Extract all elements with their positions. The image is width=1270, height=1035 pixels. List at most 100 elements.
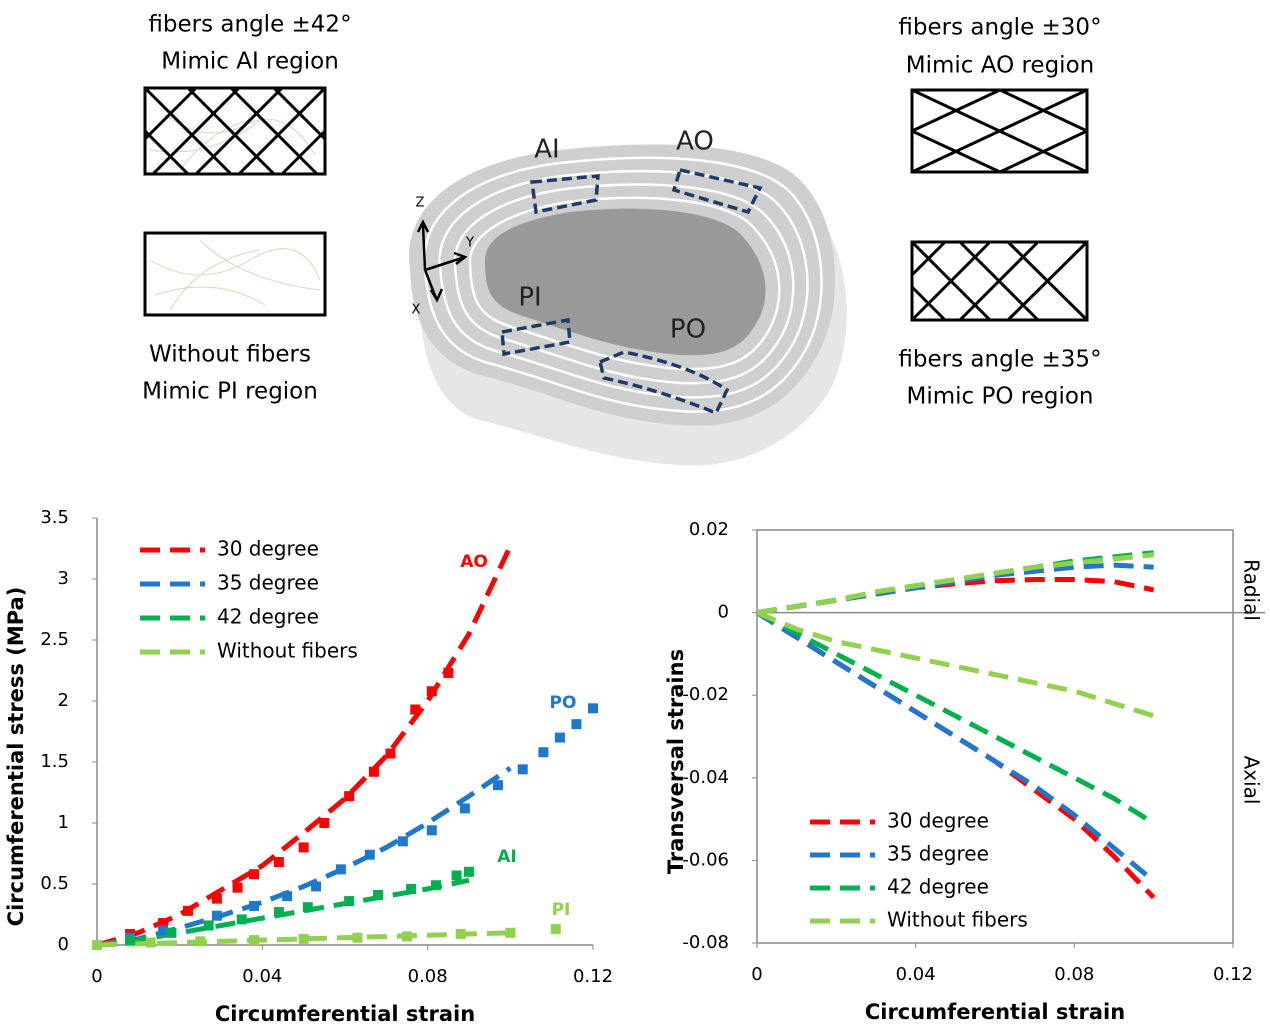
regions: [500, 167, 763, 416]
point-label: PO: [550, 693, 577, 713]
fibers: [149, 239, 321, 311]
data-point: [373, 889, 384, 900]
data-point: [158, 925, 169, 936]
point-label: AI: [497, 847, 516, 867]
data-point: [211, 893, 222, 904]
data-point: [158, 918, 169, 929]
series-line: [756, 577, 1155, 616]
data-point: [145, 937, 156, 948]
legend-label: 35 degree: [217, 571, 319, 595]
data-point: [517, 764, 528, 775]
data-point: [554, 732, 565, 743]
label: fibers angle ±42°: [148, 12, 351, 38]
data-point: [368, 766, 379, 777]
data-point: [195, 936, 206, 947]
series-line: [756, 552, 1154, 616]
x-tick-label: 0.08: [1054, 964, 1094, 985]
data-point: [249, 900, 260, 911]
region-label: PO: [670, 315, 706, 345]
y-tick-label: 3: [58, 568, 69, 589]
data-point: [92, 940, 102, 950]
region-label: PI: [518, 283, 541, 313]
y-tick-label: 3.5: [40, 507, 69, 528]
legend-label: 30 degree: [887, 809, 989, 833]
data-point: [430, 880, 441, 891]
data-point: [505, 927, 516, 938]
data-point: [273, 907, 284, 918]
axes-icon: [416, 219, 468, 303]
legend-label: 42 degree: [887, 875, 989, 899]
data-point: [455, 929, 466, 940]
legend-label: Without fibers: [887, 908, 1028, 932]
y-tick-label: 0.5: [40, 873, 69, 894]
data-point: [443, 667, 454, 678]
data-point: [311, 881, 322, 892]
fiber-lines: [143, 86, 327, 176]
diagram: fibers angle ±42° Mimic AI region Withou…: [142, 12, 1102, 466]
label: fibers angle ±35°: [898, 347, 1101, 373]
axis-letter: X: [412, 303, 421, 318]
label: Mimic PO region: [906, 384, 1093, 410]
legend-label: Without fibers: [217, 639, 358, 663]
data-point: [344, 791, 355, 802]
data-point: [538, 747, 549, 758]
x-axis-title: Circumferential strain: [865, 1000, 1125, 1024]
region-label: AO: [676, 127, 714, 157]
y-tick-label: -0.08: [682, 932, 729, 953]
x-tick-label: 0.04: [896, 964, 936, 985]
y-tick-label: 2.5: [40, 629, 69, 650]
y-tick-label: 2: [58, 690, 69, 711]
y-tick-label: -0.06: [682, 849, 729, 870]
y-tick-label: 0.02: [689, 519, 729, 540]
data-point: [282, 891, 293, 902]
data-point: [125, 935, 136, 946]
y-tick-label: 1: [58, 812, 69, 833]
data-point: [273, 857, 284, 868]
y-tick-label: -0.02: [682, 684, 729, 705]
x-tick-label: 0.08: [408, 966, 448, 987]
data-point: [298, 842, 309, 853]
data-point: [236, 914, 247, 925]
nucleus: [485, 208, 766, 356]
series-line: [755, 610, 1156, 883]
data-point: [588, 703, 598, 714]
label: Mimic PI region: [142, 379, 318, 405]
data-point: [492, 780, 503, 791]
x-tick-label: 0.12: [1213, 964, 1253, 985]
y-tick-label: 0: [718, 602, 729, 623]
label: fibers angle ±30°: [898, 15, 1101, 41]
fiber-lines: [910, 240, 1089, 322]
label: Without fibers: [149, 342, 311, 368]
y-tick-label: -0.04: [682, 767, 729, 788]
fiber-lines: [911, 88, 1088, 174]
series-line: [96, 930, 511, 948]
y-tick-label: 0: [58, 934, 69, 955]
data-point: [571, 719, 582, 730]
data-point: [410, 704, 421, 715]
x-tick-label: 0: [751, 964, 762, 985]
axis-letter: Y: [465, 236, 474, 251]
plot-frame: [756, 529, 1234, 944]
data-point: [319, 818, 330, 828]
chart: 0 0.5 1 1.5 2 2.5 3 3.5 0 0.04 0.08 0.12 Circumferen…: [4, 507, 613, 1026]
lamellae: [423, 156, 823, 413]
data-point: [426, 686, 437, 697]
series-line: [756, 610, 1155, 719]
x-tick-label: 0: [91, 966, 102, 987]
data-point: [344, 896, 355, 907]
data-point: [406, 883, 417, 894]
data-point: [352, 932, 363, 943]
data-point: [550, 924, 561, 935]
side-label: Radial: [1240, 559, 1264, 621]
x-tick-label: 0.04: [242, 966, 282, 987]
data-point: [402, 931, 412, 942]
data-point: [249, 935, 260, 946]
data-point: [182, 905, 193, 916]
label: Mimic AO region: [906, 53, 1094, 79]
data-point: [166, 927, 177, 938]
region-label: AI: [534, 135, 559, 165]
series-line: [755, 610, 1155, 826]
data-point: [232, 882, 243, 893]
axis-letter: Z: [416, 196, 425, 211]
